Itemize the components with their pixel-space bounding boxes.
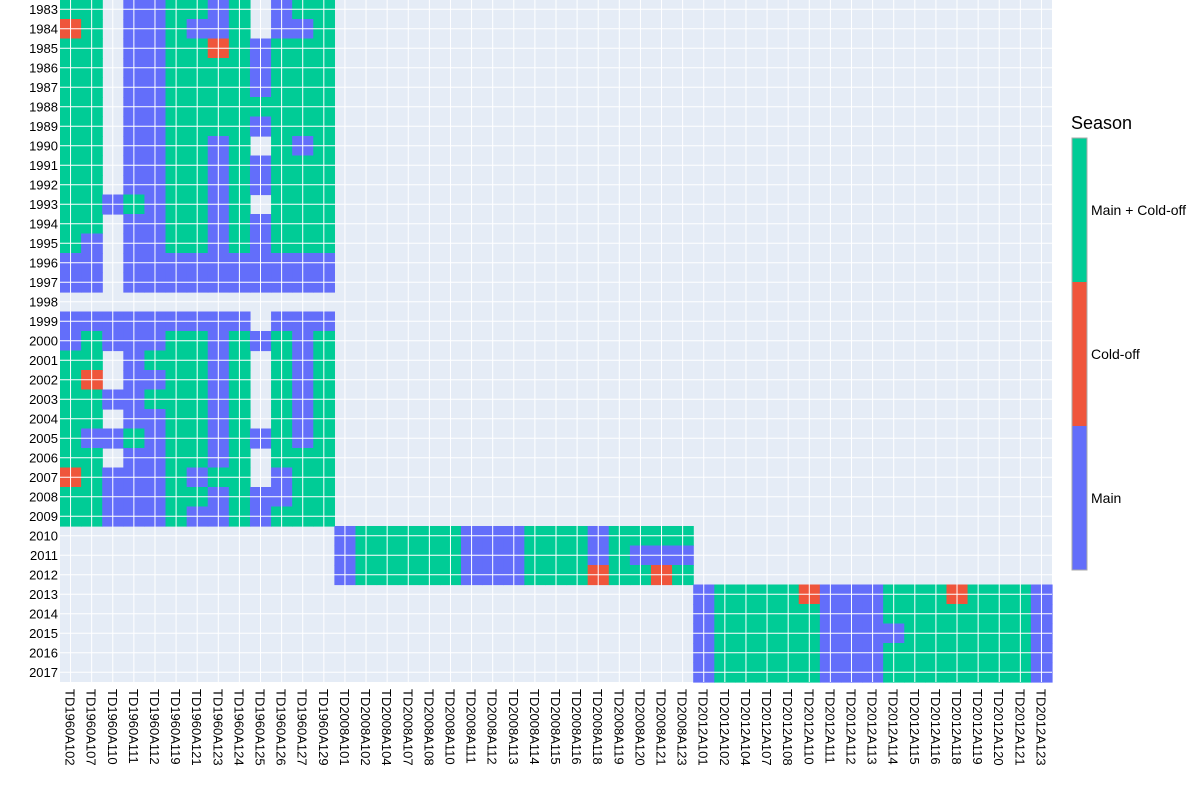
x-tick-label: TD1960A110 bbox=[105, 689, 120, 765]
y-tick-label: 1984 bbox=[29, 21, 58, 36]
y-tick-label: 2012 bbox=[29, 567, 58, 582]
x-tick-label: TD2012A119 bbox=[970, 689, 985, 765]
y-tick-label: 2003 bbox=[29, 392, 58, 407]
y-tick-label: 2016 bbox=[29, 645, 58, 660]
x-tick-label: TD2008A114 bbox=[527, 689, 542, 765]
x-axis-tick-labels: TD1960A102 TD1960A107 TD1960A110 TD1960A111… bbox=[63, 689, 1049, 766]
x-tick-label: TD2012A111 bbox=[822, 689, 837, 764]
y-tick-label: 1994 bbox=[29, 216, 58, 231]
x-tick-label: TD2008A108 bbox=[421, 689, 436, 766]
x-tick-label: TD2012A120 bbox=[991, 689, 1006, 766]
y-tick-label: 2005 bbox=[29, 431, 58, 446]
colorbar: Season Main + Cold-off Cold-off Main bbox=[1071, 113, 1186, 571]
x-tick-label: TD2008A111 bbox=[464, 689, 479, 764]
x-tick-label: TD1960A111 bbox=[126, 689, 141, 764]
x-tick-label: TD1960A124 bbox=[231, 689, 246, 766]
y-tick-label: 1990 bbox=[29, 138, 58, 153]
y-tick-label: 2006 bbox=[29, 450, 58, 465]
y-tick-label: 1987 bbox=[29, 80, 58, 95]
y-tick-label: 2011 bbox=[30, 548, 58, 563]
x-tick-label: TD2012A102 bbox=[717, 689, 732, 766]
x-tick-label: TD2008A116 bbox=[569, 689, 584, 765]
y-tick-label: 1991 bbox=[29, 158, 58, 173]
x-tick-label: TD1960A112 bbox=[147, 689, 162, 765]
y-axis-tick-labels: 1983 1984 1985 1986 1987 1988 1989 1990 1991 1992… bbox=[29, 2, 58, 680]
y-tick-label: 2008 bbox=[29, 489, 58, 504]
y-tick-label: 1996 bbox=[29, 255, 58, 270]
y-tick-label: 1998 bbox=[29, 294, 58, 309]
colorbar-label-cold-off: Cold-off bbox=[1091, 346, 1140, 362]
x-tick-label: TD2008A110 bbox=[442, 689, 457, 765]
y-tick-label: 1993 bbox=[29, 197, 58, 212]
y-tick-label: 1995 bbox=[29, 236, 58, 251]
y-tick-label: 1999 bbox=[29, 314, 58, 329]
x-tick-label: TD1960A121 bbox=[189, 689, 204, 766]
x-tick-label: TD1960A125 bbox=[253, 689, 268, 766]
y-tick-label: 1985 bbox=[29, 41, 58, 56]
x-tick-label: TD2008A123 bbox=[675, 689, 690, 766]
x-tick-label: TD2012A121 bbox=[1012, 689, 1027, 766]
y-tick-label: 2004 bbox=[29, 411, 58, 426]
x-tick-label: TD2008A102 bbox=[358, 689, 373, 766]
colorbar-bands bbox=[1071, 137, 1088, 571]
x-tick-label: TD1960A119 bbox=[168, 689, 183, 765]
y-tick-label: 2014 bbox=[29, 606, 58, 621]
x-tick-label: TD2012A115 bbox=[907, 689, 922, 765]
y-tick-label: 1989 bbox=[29, 119, 58, 134]
x-tick-label: TD1960A126 bbox=[274, 689, 289, 766]
y-tick-label: 1983 bbox=[29, 2, 58, 17]
x-tick-label: TD2008A121 bbox=[654, 689, 669, 766]
x-tick-label: TD2012A107 bbox=[759, 689, 774, 766]
x-tick-label: TD1960A102 bbox=[63, 689, 78, 766]
y-tick-label: 1997 bbox=[29, 275, 58, 290]
y-tick-label: 1988 bbox=[29, 99, 58, 114]
x-tick-label: TD2012A114 bbox=[886, 689, 901, 765]
x-tick-label: TD2012A108 bbox=[780, 689, 795, 766]
x-tick-label: TD1960A107 bbox=[84, 689, 99, 766]
x-tick-label: TD2008A118 bbox=[590, 689, 605, 765]
y-tick-label: 1986 bbox=[29, 60, 58, 75]
y-tick-label: 2013 bbox=[29, 587, 58, 602]
x-tick-label: TD2008A120 bbox=[632, 689, 647, 766]
x-tick-label: TD2012A110 bbox=[801, 689, 816, 765]
y-tick-label: 2015 bbox=[29, 626, 58, 641]
colorbar-band bbox=[1072, 282, 1087, 426]
x-tick-label: TD2008A104 bbox=[379, 689, 394, 766]
colorbar-title: Season bbox=[1071, 113, 1132, 133]
y-tick-label: 2007 bbox=[29, 470, 58, 485]
grid-lines bbox=[60, 0, 1052, 682]
y-tick-label: 2000 bbox=[29, 333, 58, 348]
x-tick-label: TD2008A101 bbox=[337, 689, 352, 766]
x-tick-label: TD2012A104 bbox=[738, 689, 753, 766]
colorbar-band bbox=[1072, 426, 1087, 570]
x-tick-label: TD2008A107 bbox=[400, 689, 415, 766]
x-tick-label: TD2012A113 bbox=[865, 689, 880, 765]
colorbar-outline bbox=[1071, 137, 1088, 571]
y-tick-label: 1992 bbox=[29, 177, 58, 192]
y-tick-label: 2009 bbox=[29, 509, 58, 524]
x-tick-label: TD2008A119 bbox=[611, 689, 626, 765]
x-tick-label: TD2012A101 bbox=[696, 689, 711, 766]
x-tick-label: TD1960A123 bbox=[210, 689, 225, 766]
x-tick-label: TD1960A127 bbox=[295, 689, 310, 766]
colorbar-band bbox=[1072, 138, 1087, 282]
x-tick-label: TD2012A112 bbox=[843, 689, 858, 765]
y-tick-label: 2001 bbox=[29, 353, 58, 368]
x-tick-label: TD2008A112 bbox=[485, 689, 500, 765]
colorbar-label-main-cold-off: Main + Cold-off bbox=[1091, 202, 1186, 218]
x-tick-label: TD2008A115 bbox=[548, 689, 563, 765]
x-tick-label: TD2008A113 bbox=[506, 689, 521, 765]
y-tick-label: 2002 bbox=[29, 372, 58, 387]
x-tick-label: TD2012A123 bbox=[1033, 689, 1048, 766]
x-tick-label: TD2012A116 bbox=[928, 689, 943, 765]
y-tick-label: 2010 bbox=[29, 528, 58, 543]
x-tick-label: TD2012A118 bbox=[949, 689, 964, 765]
colorbar-label-main: Main bbox=[1091, 490, 1121, 506]
x-tick-label: TD1960A129 bbox=[316, 689, 331, 766]
y-tick-label: 2017 bbox=[29, 665, 58, 680]
